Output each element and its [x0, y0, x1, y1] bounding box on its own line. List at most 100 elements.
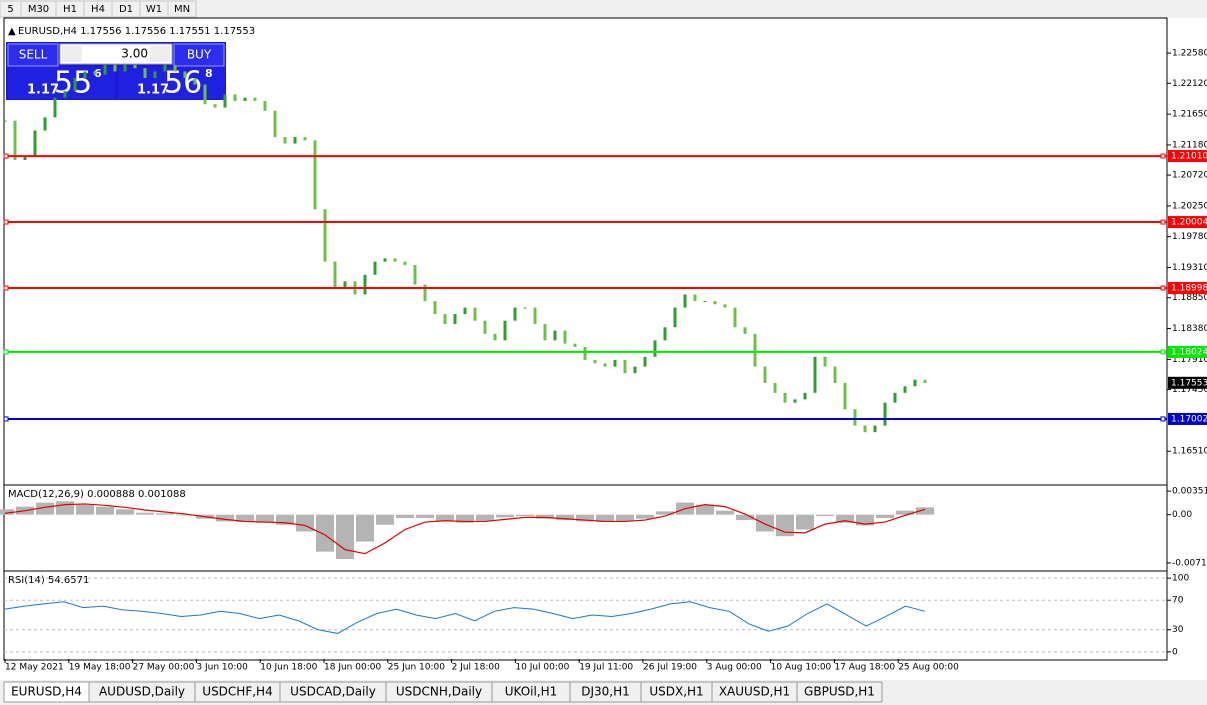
candle: [643, 356, 647, 367]
tab-label[interactable]: USDCHF,H4: [202, 685, 272, 699]
level-label-bg: [1168, 216, 1207, 229]
macd-bar: [216, 514, 234, 522]
candle: [863, 425, 867, 433]
level-label-bg: [1168, 150, 1207, 163]
level-handle[interactable]: [3, 349, 9, 355]
candle: [63, 91, 67, 98]
tab-label[interactable]: EURUSD,H4: [11, 685, 82, 699]
timeframe-button[interactable]: [167, 0, 197, 18]
macd-bar: [756, 514, 774, 532]
tab-label[interactable]: USDCAD,Daily: [290, 685, 376, 699]
tab-label[interactable]: USDCNH,Daily: [396, 685, 482, 699]
candle: [93, 71, 97, 75]
level-handle[interactable]: [1160, 285, 1166, 291]
x-tick-label: 25 Jun 10:00: [388, 663, 445, 673]
y-tick-label: 0.003515: [1172, 487, 1207, 497]
sell-label[interactable]: SELL: [19, 48, 48, 62]
macd-bar: [576, 514, 594, 522]
lots-down[interactable]: [62, 46, 82, 62]
candle: [503, 320, 507, 341]
ask-box[interactable]: [118, 67, 225, 99]
candle: [133, 64, 137, 69]
candle: [483, 320, 487, 334]
level-handle[interactable]: [1160, 219, 1166, 225]
macd-bar: [836, 514, 854, 523]
macd-bar: [316, 514, 334, 552]
lots-up[interactable]: [150, 46, 170, 62]
timeframe-label[interactable]: MN: [174, 4, 190, 15]
y-tick-label: 0.00: [1172, 510, 1192, 520]
level-handle[interactable]: [3, 416, 9, 422]
macd-bar: [716, 510, 734, 515]
candle: [113, 64, 117, 72]
x-tick-label: 10 Jul 00:00: [515, 663, 569, 673]
sell-button[interactable]: [7, 43, 59, 67]
candle: [803, 392, 807, 400]
candle: [563, 330, 567, 344]
y-tick-label: 1.18850: [1172, 293, 1207, 303]
candle: [43, 117, 47, 131]
candle: [853, 409, 857, 426]
candle: [813, 356, 817, 393]
level-label: 1.17002: [1171, 414, 1207, 424]
x-tick-label: 12 May 2021: [5, 663, 64, 673]
tab-label[interactable]: XAUUSD,H1: [719, 685, 790, 699]
timeframe-label[interactable]: 5: [7, 4, 13, 15]
candle: [203, 84, 207, 105]
macd-bar: [156, 513, 174, 515]
lots-input[interactable]: [59, 43, 173, 65]
chart-title: EURUSD,H4 1.17556 1.17556 1.17551 1.1755…: [18, 26, 255, 37]
y-tick-label: 1.22120: [1172, 79, 1207, 89]
level-handle[interactable]: [3, 285, 9, 291]
x-tick-label: 18 Jun 00:00: [324, 663, 381, 673]
x-tick-label: 27 May 00:00: [133, 663, 195, 673]
tab-label[interactable]: DJ30,H1: [581, 685, 630, 699]
candle: [433, 301, 437, 315]
bid-box[interactable]: [8, 67, 115, 99]
candle: [733, 307, 737, 328]
candle: [633, 366, 637, 374]
candle: [833, 366, 837, 383]
y-tick-label: -0.007178: [1172, 558, 1207, 568]
timeframe-label[interactable]: D1: [119, 4, 133, 15]
tab-label[interactable]: AUDUSD,Daily: [99, 685, 185, 699]
level-handle[interactable]: [1160, 349, 1166, 355]
chart-header: ▲: [8, 26, 16, 37]
candle: [893, 392, 897, 403]
x-tick-label: 25 Aug 00:00: [898, 663, 959, 673]
level-handle[interactable]: [1160, 153, 1166, 159]
tab-label[interactable]: USDX,H1: [649, 685, 703, 699]
timeframe-label[interactable]: M30: [28, 4, 49, 15]
tab-label[interactable]: UKOil,H1: [505, 685, 558, 699]
candle: [283, 137, 287, 144]
lots-value[interactable]: 3.00: [121, 47, 148, 61]
candle: [493, 333, 497, 341]
timeframe-label[interactable]: W1: [146, 4, 162, 15]
y-tick-label: 1.17450: [1172, 385, 1207, 395]
level-handle[interactable]: [3, 219, 9, 225]
macd-bar: [236, 514, 254, 523]
tab[interactable]: [796, 681, 883, 703]
ask-point: 8: [205, 67, 213, 80]
buy-button[interactable]: [173, 43, 225, 67]
level-handle[interactable]: [3, 153, 9, 159]
candle: [463, 307, 467, 315]
tab-label[interactable]: GBPUSD,H1: [804, 685, 875, 699]
chart-frame: [3, 17, 1168, 661]
y-tick-label: 0: [1172, 647, 1178, 657]
macd-bar: [696, 504, 714, 515]
level-label-bg: [1168, 282, 1207, 295]
timeframe-label[interactable]: H1: [63, 4, 77, 15]
macd-bar: [616, 514, 634, 522]
y-tick-label: 1.20250: [1172, 201, 1207, 211]
y-tick-label: 1.21650: [1172, 110, 1207, 120]
candle: [443, 314, 447, 324]
buy-label[interactable]: BUY: [187, 48, 212, 62]
level-handle[interactable]: [1160, 416, 1166, 422]
candle: [783, 392, 787, 403]
x-tick-label: 19 May 18:00: [69, 663, 131, 673]
macd-bar: [536, 514, 554, 519]
timeframe-label[interactable]: H4: [91, 4, 105, 15]
candle: [713, 301, 717, 305]
bid-point: 6: [94, 67, 102, 80]
